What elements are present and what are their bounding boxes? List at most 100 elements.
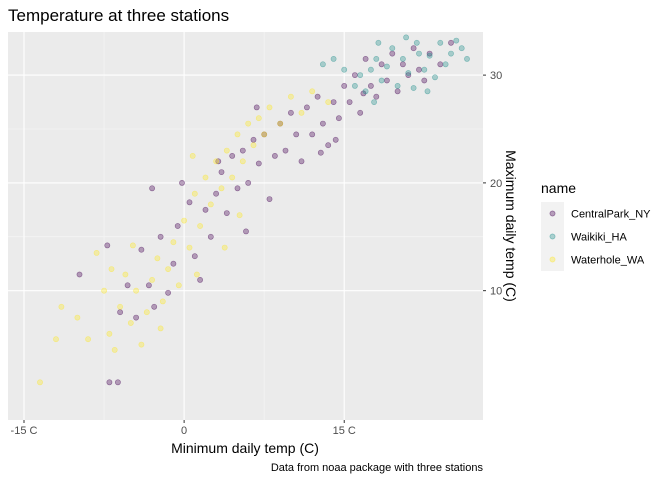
- data-point: [271, 152, 278, 159]
- data-point: [138, 246, 145, 253]
- data-point: [362, 88, 369, 95]
- legend-key: [541, 225, 564, 248]
- data-point: [207, 233, 214, 240]
- y-axis-title: Maximum daily temp (C): [503, 150, 519, 302]
- data-point: [189, 152, 196, 159]
- data-point: [437, 39, 444, 46]
- data-point: [351, 83, 358, 89]
- data-point: [293, 131, 300, 138]
- data-point: [325, 142, 332, 149]
- data-point: [37, 379, 43, 386]
- data-point: [218, 169, 225, 175]
- data-point: [245, 179, 252, 186]
- data-point: [229, 174, 236, 181]
- data-point: [389, 50, 396, 57]
- data-point: [157, 233, 164, 240]
- data-point: [239, 147, 246, 154]
- data-point: [181, 217, 187, 224]
- data-point: [129, 242, 136, 249]
- data-point: [179, 179, 185, 186]
- data-point: [151, 303, 158, 310]
- data-point: [245, 120, 252, 127]
- data-points: [37, 34, 470, 386]
- data-point: [332, 136, 339, 143]
- data-point: [215, 158, 222, 165]
- data-point: [255, 160, 262, 167]
- data-point: [124, 282, 131, 289]
- data-point: [362, 56, 369, 62]
- data-point: [255, 115, 262, 122]
- legend: name CentralPark_NY Waikiki_HA Waterhole_W…: [541, 180, 651, 271]
- data-point: [341, 83, 348, 89]
- data-point: [378, 61, 385, 68]
- data-point: [287, 109, 294, 116]
- data-point: [213, 190, 219, 197]
- data-point: [266, 104, 273, 111]
- data-point: [133, 287, 139, 294]
- plot-panel: [8, 32, 483, 420]
- data-point: [108, 266, 115, 272]
- data-point: [197, 276, 203, 283]
- data-point: [416, 66, 422, 73]
- data-point: [375, 39, 382, 46]
- data-point: [383, 63, 390, 70]
- data-point: [138, 341, 145, 348]
- data-point: [154, 255, 161, 262]
- data-point: [117, 309, 123, 316]
- data-point: [234, 185, 241, 192]
- data-point: [442, 61, 449, 68]
- legend-marker: [549, 233, 556, 240]
- data-point: [298, 158, 305, 165]
- data-point: [367, 83, 374, 89]
- data-point: [218, 185, 225, 192]
- data-point: [117, 303, 123, 310]
- data-point: [405, 70, 412, 76]
- legend-key: [541, 202, 564, 225]
- legend-key: [541, 248, 564, 271]
- legend-title: name: [541, 180, 576, 196]
- data-point: [421, 77, 428, 84]
- x-tick-label: 0: [181, 425, 187, 437]
- data-point: [298, 109, 305, 116]
- data-point: [357, 109, 364, 116]
- data-point: [261, 131, 268, 138]
- data-point: [373, 93, 380, 100]
- x-tick-label: 15 C: [333, 425, 356, 437]
- data-point: [437, 61, 444, 68]
- data-point: [101, 287, 107, 294]
- data-point: [127, 320, 134, 326]
- data-point: [165, 289, 171, 296]
- data-point: [115, 379, 121, 386]
- data-point: [389, 45, 396, 52]
- data-point: [371, 99, 377, 105]
- data-point: [165, 266, 171, 272]
- data-point: [133, 314, 139, 321]
- data-point: [170, 260, 177, 267]
- data-point: [58, 303, 65, 310]
- data-point: [399, 56, 406, 62]
- data-point: [282, 147, 289, 154]
- data-point: [287, 93, 294, 100]
- data-point: [186, 244, 193, 251]
- data-point: [122, 271, 129, 278]
- data-point: [277, 120, 284, 127]
- data-point: [309, 88, 316, 95]
- data-point: [341, 66, 348, 73]
- data-point: [159, 298, 166, 305]
- data-point: [394, 88, 401, 95]
- data-point: [303, 104, 310, 111]
- series-centralpark-ny: [76, 39, 454, 386]
- data-point: [93, 249, 100, 256]
- data-point: [229, 152, 236, 159]
- data-point: [104, 242, 111, 249]
- data-point: [213, 158, 219, 165]
- data-point: [413, 39, 420, 46]
- data-point: [53, 336, 59, 343]
- legend-label: Waterhole_WA: [571, 255, 645, 267]
- data-point: [410, 85, 417, 91]
- data-point: [149, 185, 155, 192]
- x-tick-label: -15 C: [11, 425, 38, 437]
- data-point: [403, 34, 409, 41]
- data-point: [383, 77, 390, 84]
